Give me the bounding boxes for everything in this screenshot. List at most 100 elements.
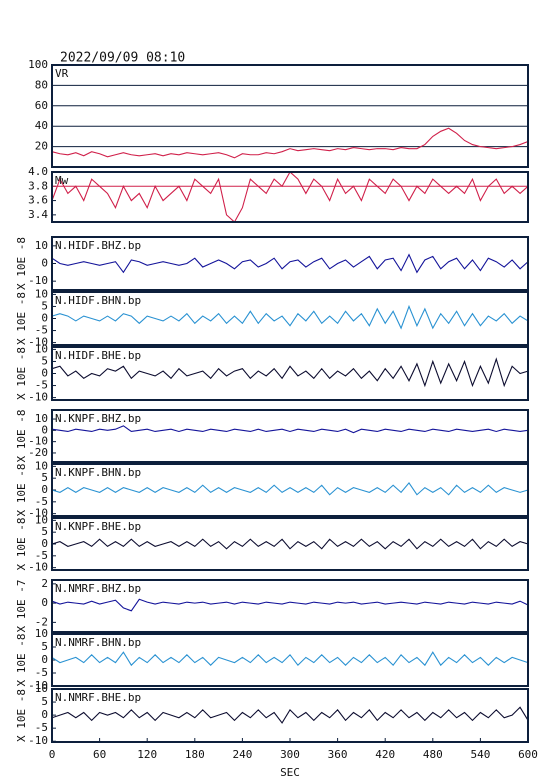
y-tick-label: -5 (35, 666, 48, 679)
y-tick-label: 0 (41, 537, 48, 550)
y-axis-label: X 10E -8 (15, 634, 28, 687)
y-tick-label: 4.0 (28, 165, 48, 178)
x-tick-label: 360 (328, 748, 348, 761)
panel-title: N.HIDF.BHZ.bp (55, 239, 141, 252)
trace (51, 598, 529, 612)
y-tick-label: -10 (28, 679, 48, 692)
x-tick-label: 540 (470, 748, 490, 761)
y-tick-label: 2 (41, 577, 48, 590)
panel-frame (51, 291, 529, 346)
panel-frame (51, 171, 529, 223)
y-tick-label: -10 (28, 274, 48, 287)
y-tick-label: -2 (35, 615, 48, 628)
y-tick-label: 0 (41, 483, 48, 496)
trace (51, 651, 529, 667)
y-tick-label: 3.6 (28, 194, 48, 207)
y-tick-label: 3.8 (28, 179, 48, 192)
y-tick-label: -5 (35, 379, 48, 392)
x-tick-label: 60 (93, 748, 106, 761)
y-tick-label: 40 (35, 119, 48, 132)
y-tick-label: 10 (35, 459, 48, 472)
trace (51, 425, 529, 434)
panel-title: N.HIDF.BHN.bp (55, 294, 141, 307)
y-tick-label: -5 (35, 495, 48, 508)
y-tick-label: 10 (35, 239, 48, 252)
trace (51, 253, 529, 274)
panel-frame (51, 463, 529, 517)
y-tick-label: 0 (41, 423, 48, 436)
y-tick-label: 10 (35, 627, 48, 640)
panel-frame (51, 64, 529, 168)
panel-frame (51, 409, 529, 463)
y-axis-label: X 10E -7 (15, 580, 28, 633)
panel-title: N.NMRF.BHN.bp (55, 636, 141, 649)
y-tick-label: 10 (35, 513, 48, 526)
y-tick-label: -10 (28, 336, 48, 349)
y-tick-label: -10 (28, 734, 48, 747)
y-tick-label: 0 (41, 257, 48, 270)
trace (51, 481, 529, 496)
panel-title: VR (55, 67, 69, 80)
x-tick-label: 420 (375, 748, 395, 761)
y-axis-label: X 10E -8 (15, 347, 28, 400)
y-tick-label: 0 (41, 708, 48, 721)
panel-title: N.KNPF.BHZ.bp (55, 412, 141, 425)
y-tick-label: -5 (35, 324, 48, 337)
y-tick-label: -10 (28, 507, 48, 520)
y-tick-label: 5 (41, 354, 48, 367)
y-tick-label: 10 (35, 682, 48, 695)
panel-frame (51, 236, 529, 291)
y-tick-label: 20 (35, 140, 48, 153)
y-axis-label: X 10E -8 (15, 410, 28, 463)
panel-title: Mw (55, 174, 69, 187)
y-tick-label: 5 (41, 471, 48, 484)
panel-title: N.KNPF.BHE.bp (55, 520, 141, 533)
trace (51, 706, 529, 724)
y-tick-label: 60 (35, 99, 48, 112)
y-tick-label: 10 (35, 287, 48, 300)
trace (51, 538, 529, 550)
y-tick-label: 0 (41, 596, 48, 609)
y-axis-label: X 10E -8 (15, 292, 28, 345)
panel-title: N.NMRF.BHE.bp (55, 691, 141, 704)
panel-frame (51, 579, 529, 633)
y-tick-label: -10 (28, 561, 48, 574)
y-tick-label: -5 (35, 721, 48, 734)
y-axis-label: X 10E -8 (15, 464, 28, 517)
y-tick-label: 5 (41, 525, 48, 538)
y-tick-label: 100 (28, 58, 48, 71)
y-tick-label: 5 (41, 299, 48, 312)
x-tick-label: 120 (137, 748, 157, 761)
panel-frame (51, 633, 529, 687)
y-tick-label: -10 (28, 391, 48, 404)
y-tick-label: -20 (28, 446, 48, 459)
y-tick-label: 10 (35, 412, 48, 425)
y-tick-label: 0 (41, 653, 48, 666)
y-axis-label: X 10E -8 (15, 518, 28, 571)
x-tick-label: 600 (518, 748, 538, 761)
y-tick-label: -10 (28, 435, 48, 448)
panel-title: N.NMRF.BHZ.bp (55, 582, 141, 595)
trace (51, 171, 529, 223)
y-axis-label: X 10E -8 (15, 237, 28, 290)
y-tick-label: 10 (35, 342, 48, 355)
chart-title: 2022/09/09 08:10 (60, 51, 185, 66)
panel-title: N.KNPF.BHN.bp (55, 466, 141, 479)
panel-title: N.HIDF.BHE.bp (55, 349, 141, 362)
y-axis-label: X 10E -8 (15, 689, 28, 742)
x-tick-label: 180 (185, 748, 205, 761)
x-tick-label: 240 (232, 748, 252, 761)
x-tick-label: 0 (49, 748, 56, 761)
y-tick-label: -5 (35, 549, 48, 562)
trace (51, 357, 529, 388)
y-tick-label: 5 (41, 695, 48, 708)
y-tick-label: 0 (41, 367, 48, 380)
y-tick-label: 3.4 (28, 208, 48, 221)
panel-frame (51, 517, 529, 571)
y-tick-label: 0 (41, 312, 48, 325)
trace (51, 127, 529, 159)
y-tick-label: 5 (41, 640, 48, 653)
x-axis-label: SEC (280, 766, 300, 779)
x-tick-label: 480 (423, 748, 443, 761)
